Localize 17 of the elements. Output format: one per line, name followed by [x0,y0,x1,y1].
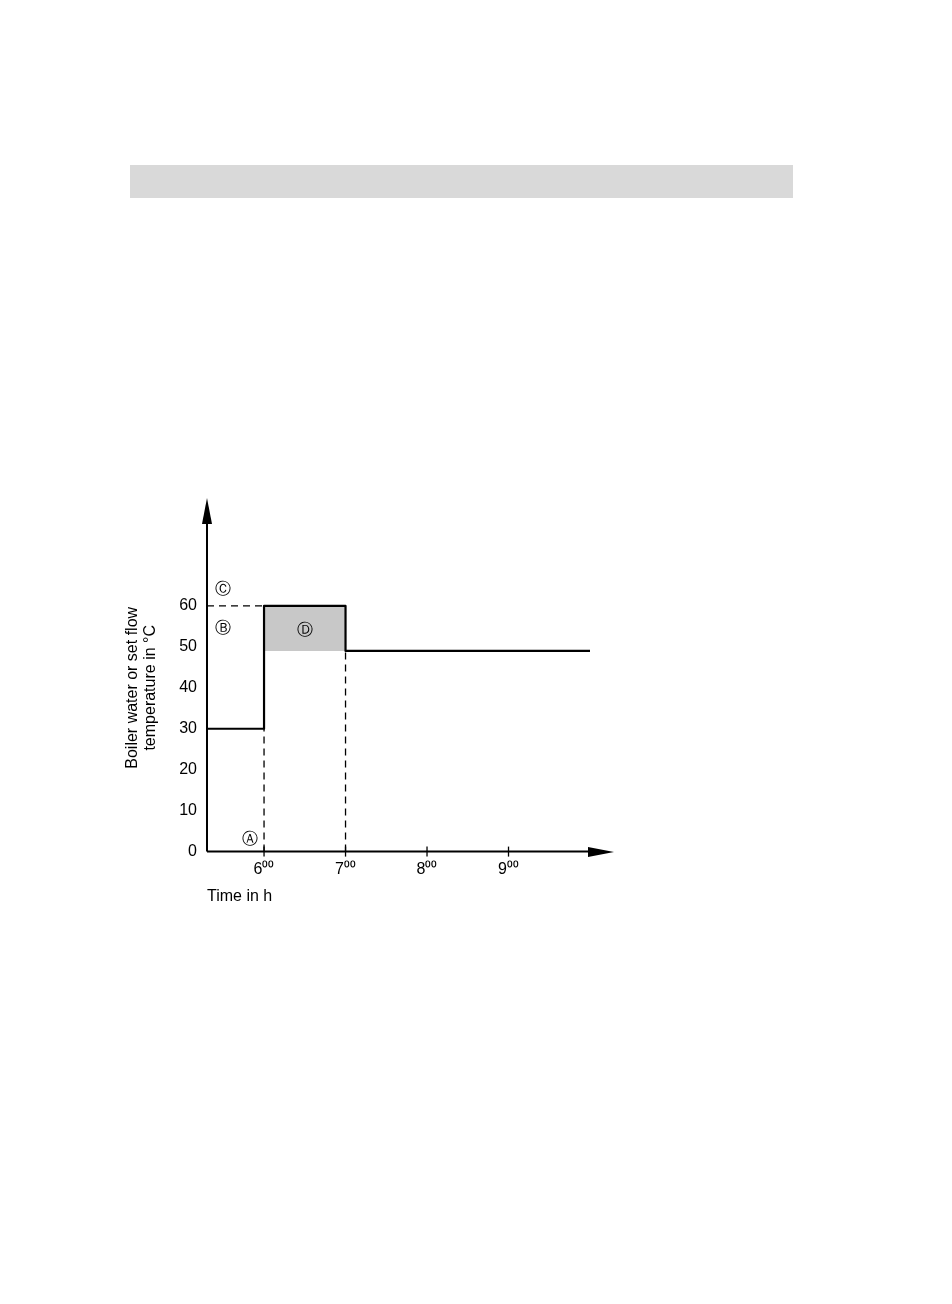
band-label: Ⓓ [296,619,313,639]
x-tick-label: 9⁰⁰ [498,859,519,877]
x-tick-label: 8⁰⁰ [416,859,438,877]
ref-line-label: Ⓒ [215,579,231,599]
x-tick-label: 6⁰⁰ [253,859,275,877]
y-tick-label: 40 [179,678,198,696]
y-tick-label: 30 [179,719,198,737]
y-tick-label: 20 [179,760,198,778]
y-tick-label: 10 [179,801,198,819]
y-tick-label: 50 [179,637,198,655]
x-tick-label: 7⁰⁰ [335,859,356,877]
x-axis-title: Time in h [207,886,273,904]
ref-line-label: Ⓐ [242,828,259,848]
y-tick-label: 60 [179,596,198,614]
y-axis-title: Boiler water or set flow temperature in °C [123,606,158,769]
y-tick-label: 0 [188,842,198,860]
annotation: Ⓑ [215,617,231,637]
